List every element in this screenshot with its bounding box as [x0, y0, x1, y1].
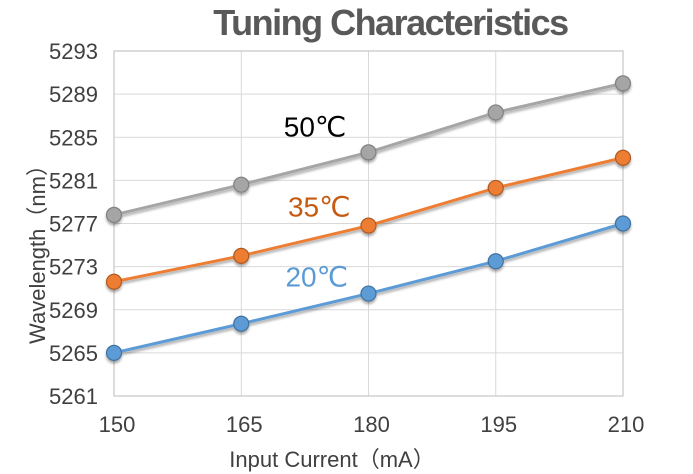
y-tick-label: 5261: [49, 384, 98, 409]
y-tick-label: 5269: [49, 298, 98, 323]
data-point-marker: [360, 217, 377, 234]
data-point-marker: [233, 176, 250, 193]
data-point-marker: [360, 144, 377, 161]
series-50C: [105, 75, 632, 223]
data-point-marker: [614, 215, 632, 232]
y-tick-label: 5265: [49, 341, 98, 366]
data-point-marker: [487, 104, 504, 121]
series-label-20C: 20℃: [285, 261, 348, 292]
x-tick-label: 150: [99, 412, 136, 437]
y-tick-label: 5289: [49, 82, 98, 107]
x-tick-label: 180: [353, 412, 390, 437]
data-point-marker: [233, 247, 250, 264]
x-tick-label: 165: [226, 412, 263, 437]
data-point-marker: [487, 179, 504, 197]
y-tick-label: 5281: [49, 168, 98, 193]
data-point-marker: [105, 206, 123, 223]
chart-title: Tuning Characteristics: [213, 2, 569, 43]
x-tick-label: 210: [608, 412, 645, 437]
data-point-marker: [105, 273, 123, 290]
y-tick-label: 5293: [49, 39, 98, 64]
y-tick-label: 5273: [49, 255, 98, 280]
series-35C: [105, 149, 632, 290]
x-axis-title: Input Current（mA）: [229, 447, 435, 472]
series-label-50C: 50℃: [284, 111, 347, 142]
data-point-marker: [233, 315, 250, 332]
data-point-marker: [614, 149, 632, 166]
data-point-marker: [487, 253, 504, 270]
series-label-35C: 35℃: [288, 191, 351, 222]
y-tick-label: 5285: [49, 125, 98, 150]
data-point-marker: [105, 344, 123, 361]
series-20C: [105, 215, 632, 361]
y-tick-label: 5277: [49, 212, 98, 237]
data-point-marker: [614, 75, 632, 92]
x-tick-label: 195: [480, 412, 517, 437]
data-point-marker: [360, 285, 377, 302]
